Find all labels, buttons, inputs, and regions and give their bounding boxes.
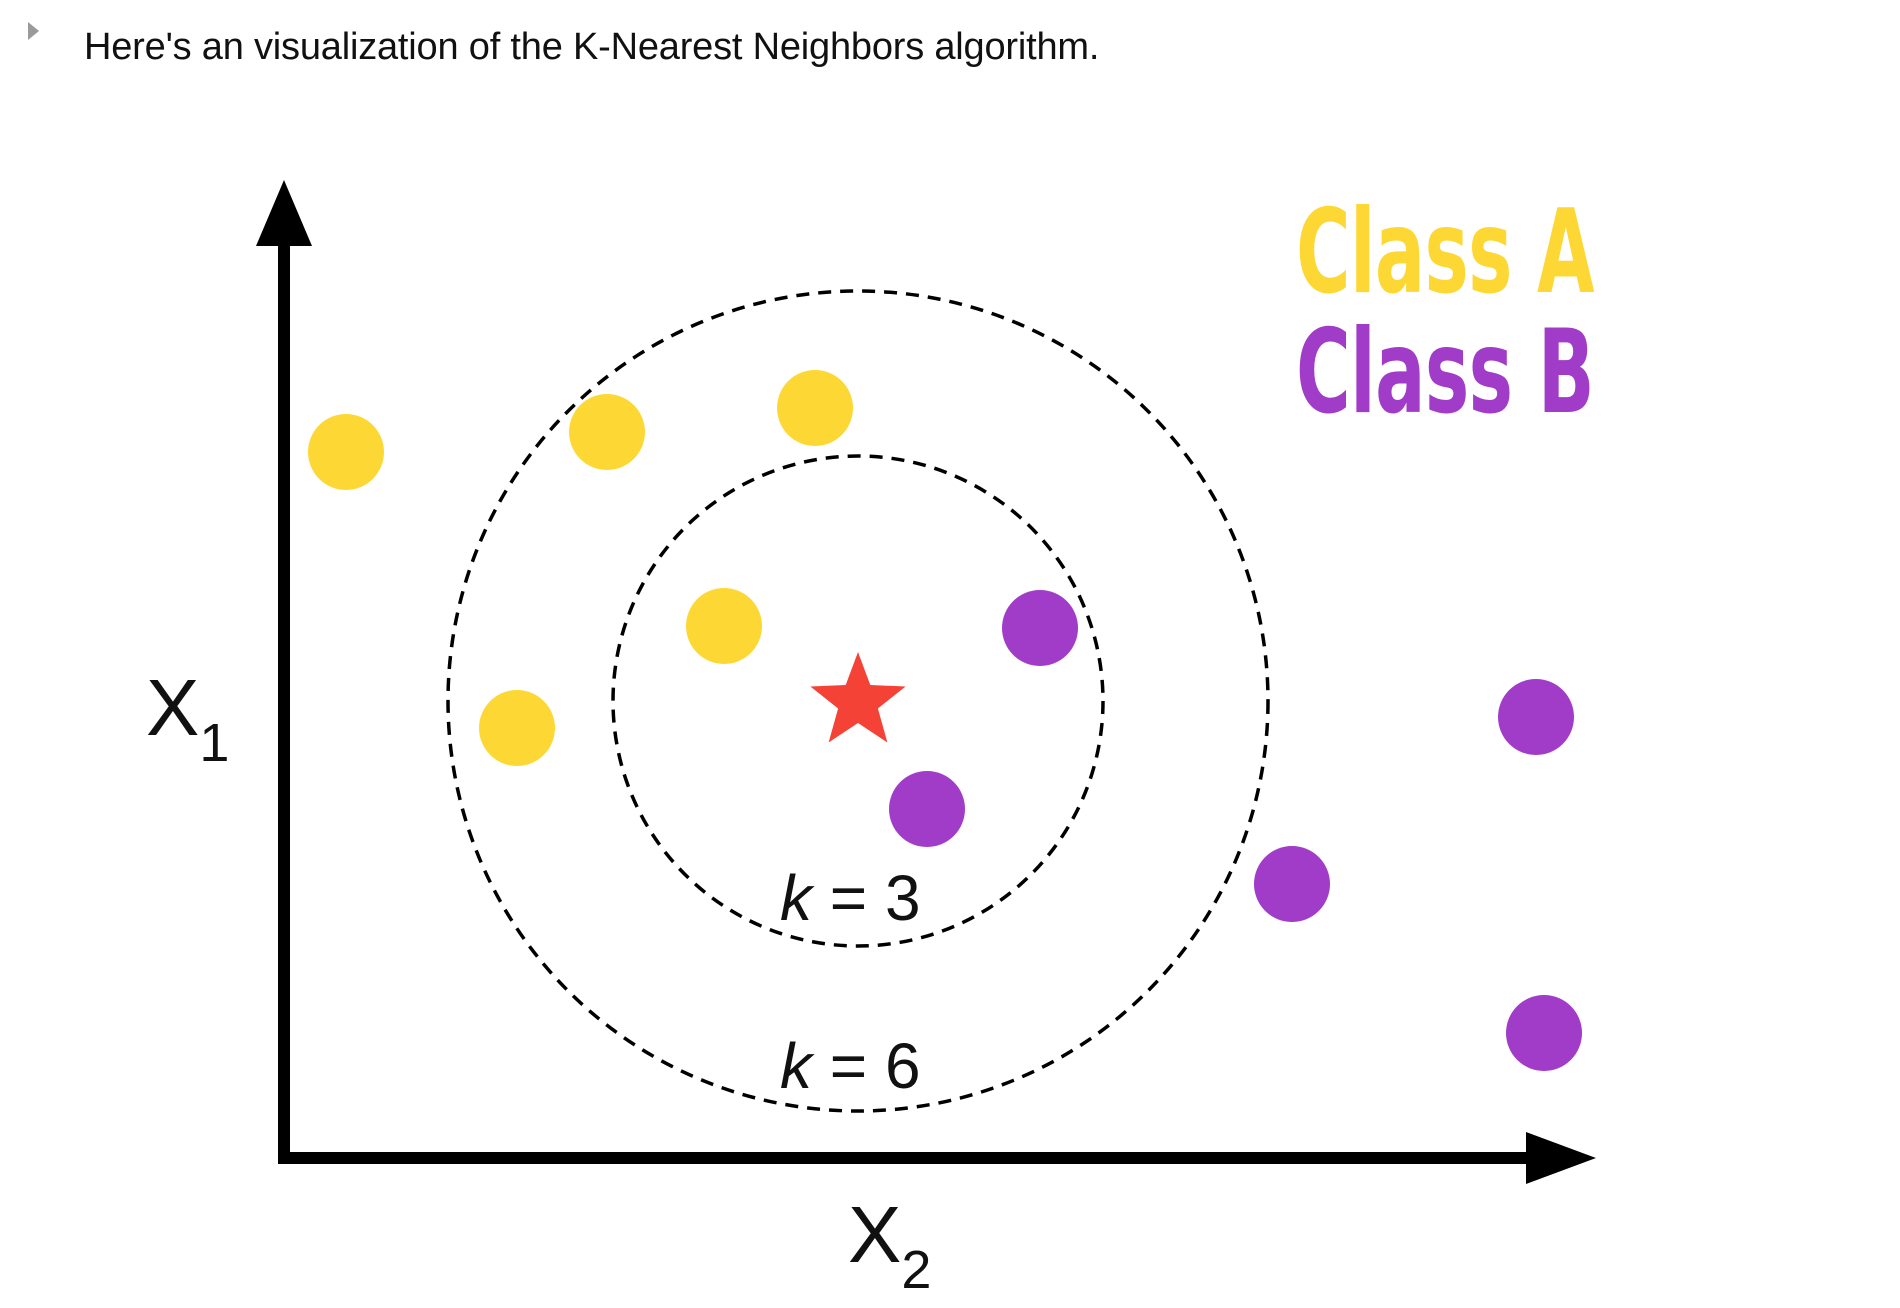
x-axis-arrowhead	[1526, 1132, 1596, 1184]
class-a-points	[308, 370, 853, 766]
class-a-point	[777, 370, 853, 446]
class-b-point	[1506, 995, 1582, 1071]
toggle-row	[28, 22, 39, 40]
class-a-point	[479, 690, 555, 766]
class-a-point	[686, 588, 762, 664]
neighbourhood-circles	[446, 289, 1270, 1113]
y-axis-arrowhead	[256, 180, 312, 246]
class-a-point	[569, 394, 645, 470]
k3-label: k = 3	[780, 862, 921, 934]
class-b-point	[889, 771, 965, 847]
x-axis-label: X2	[848, 1190, 931, 1300]
class-a-point	[308, 414, 384, 490]
legend-class-a: Class A	[1296, 185, 1595, 320]
expand-toggle-icon[interactable]	[28, 22, 39, 40]
class-b-point	[1254, 846, 1330, 922]
query-point-star-icon	[810, 652, 906, 743]
k3-circle	[611, 454, 1105, 948]
class-b-point	[1498, 679, 1574, 755]
k6-circle	[446, 289, 1270, 1113]
y-axis-label: X1	[146, 663, 229, 773]
k6-label: k = 6	[780, 1030, 921, 1102]
intro-text: Here's an visualization of the K-Nearest…	[84, 26, 1100, 68]
axes	[256, 180, 1596, 1184]
legend-class-b: Class B	[1296, 305, 1594, 440]
class-b-point	[1002, 590, 1078, 666]
class-b-points	[889, 590, 1582, 1071]
